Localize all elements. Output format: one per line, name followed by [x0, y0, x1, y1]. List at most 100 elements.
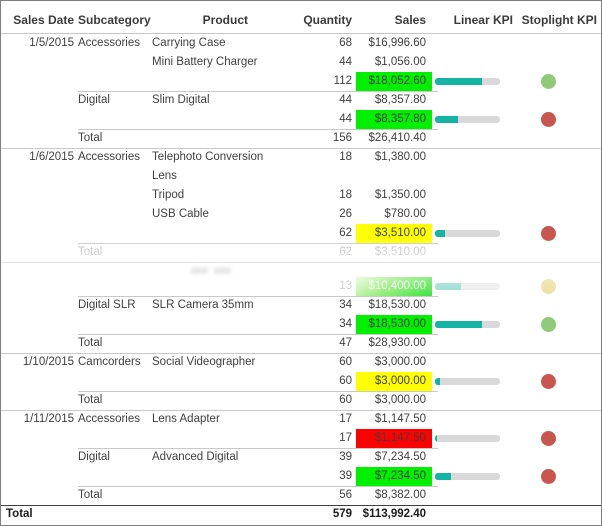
cell-subcategory: Accessories [78, 413, 140, 425]
col-header-linear-kpi: Linear KPI [453, 13, 513, 27]
cell-quantity: 18 [339, 189, 352, 201]
cell-quantity: 39 [339, 470, 352, 482]
cell-sales: $3,510.00 [374, 246, 426, 258]
stoplight-kpi-red-indicator [541, 112, 556, 127]
cell-subcategory: Accessories [78, 151, 140, 163]
col-header-product: Product [202, 13, 248, 27]
cell-sales: $1,056.00 [374, 56, 426, 68]
cell-quantity: 156 [332, 132, 352, 144]
cell-sales: $28,930.00 [368, 337, 426, 349]
cell-sales: $26,410.40 [368, 132, 426, 144]
cell-quantity: 17 [339, 432, 352, 444]
table-row: 13 $10,400.00 [1, 277, 601, 296]
stoplight-kpi-red-indicator [541, 431, 556, 446]
cell-quantity: 39 [339, 451, 352, 463]
cell-sales-kpi: $7,234.50 [356, 467, 432, 486]
table-row: 39 $7,234.50 [1, 467, 601, 486]
grand-total-label: Total [6, 508, 33, 520]
cell-subcategory: Digital [78, 94, 110, 106]
linear-kpi-fill [435, 473, 452, 480]
table-row [1, 262, 601, 277]
stoplight-kpi-green-indicator [541, 317, 556, 332]
cell-subcategory: Total [78, 132, 103, 144]
cell-quantity: 62 [339, 246, 352, 258]
table-row: Digital Slim Digital 44 $8,357.80 [1, 91, 601, 110]
linear-kpi-bar [435, 435, 500, 442]
cell-subcategory: Total [78, 337, 103, 349]
row-divider [78, 334, 438, 335]
row-divider [1, 353, 601, 354]
cell-sales: $113,992.40 [362, 508, 426, 520]
table-row: 1/10/2015 Camcorders Social Videographer 60… [1, 353, 601, 372]
linear-kpi-fill [435, 378, 440, 385]
cell-subcategory: Digital SLR [78, 299, 136, 311]
table-row: 34 $18,530.00 [1, 315, 601, 334]
header-divider [1, 33, 601, 34]
cell-sales-kpi: $18,052.60 [356, 72, 432, 91]
cell-sales: $16,996.60 [368, 37, 426, 49]
cell-sales-date: 1/11/2015 [23, 413, 74, 425]
col-header-quantity: Quantity [303, 13, 352, 27]
table-header-row: Sales Date Subcategory Product Quantity … [1, 1, 601, 34]
cell-quantity: 34 [339, 318, 352, 330]
table-row: Tripod 18 $1,350.00 [1, 186, 601, 205]
cell-product: USB Cable [152, 208, 209, 220]
cell-quantity: 68 [339, 37, 352, 49]
row-divider [78, 486, 438, 487]
linear-kpi-fill [435, 321, 483, 328]
stoplight-kpi-red-indicator [541, 374, 556, 389]
cell-quantity: 13 [339, 280, 352, 292]
linear-kpi-fill [435, 230, 446, 237]
cell-sales-date: 1/10/2015 [22, 356, 74, 368]
stoplight-kpi-green-indicator [541, 74, 556, 89]
stoplight-kpi-yellow-indicator [541, 279, 556, 294]
linear-kpi-bar [435, 473, 500, 480]
cell-sales: $18,530.00 [368, 299, 426, 311]
table-row: Total 579 $113,992.40 [1, 505, 601, 524]
cell-subcategory: Camcorders [78, 356, 141, 368]
cell-sales: $3,000.00 [374, 356, 426, 368]
table-row: 62 $3,510.00 [1, 224, 601, 243]
cell-quantity: 18 [339, 151, 352, 163]
col-header-sales: Sales [394, 13, 426, 27]
linear-kpi-fill [435, 116, 458, 123]
table-rows: 1/5/2015 Accessories Carrying Case 68 $16,99… [1, 34, 601, 524]
row-divider [78, 391, 438, 392]
row-divider [78, 91, 438, 92]
cell-sales-kpi: $3,000.00 [356, 372, 432, 391]
cell-quantity: 56 [339, 489, 352, 501]
linear-kpi-fill [435, 283, 461, 290]
cell-sales: $8,357.80 [374, 94, 426, 106]
cell-product: Tripod [152, 189, 185, 201]
cell-quantity: 60 [339, 356, 352, 368]
table-row: 1/5/2015 Accessories Carrying Case 68 $16,99… [1, 34, 601, 53]
cell-sales-kpi: $8,357.80 [356, 110, 432, 129]
cell-quantity: 47 [339, 337, 352, 349]
table-row: Digital SLR SLR Camera 35mm 34 $18,530.00 [1, 296, 601, 315]
row-divider [78, 129, 438, 130]
cell-subcategory: Total [78, 246, 103, 258]
linear-kpi-fill [435, 78, 482, 85]
table-row: 1/6/2015 Accessories Telephoto Conversion L… [1, 148, 601, 186]
linear-kpi-bar [435, 378, 500, 385]
stoplight-kpi-red-indicator [541, 469, 556, 484]
cell-subcategory: Accessories [78, 37, 140, 49]
linear-kpi-fill [435, 435, 438, 442]
row-divider [78, 448, 438, 449]
cell-sales-date: 1/6/2015 [29, 151, 74, 163]
blur-artifact [191, 267, 231, 274]
cell-sales: $1,147.50 [374, 413, 426, 425]
table-row: Total 156 $26,410.40 [1, 129, 601, 148]
table-row: Total 47 $28,930.00 [1, 334, 601, 353]
cell-subcategory: Total [78, 489, 103, 501]
cell-quantity: 112 [333, 75, 352, 87]
linear-kpi-bar [435, 78, 500, 85]
cell-quantity: 34 [339, 299, 352, 311]
cell-sales: $780.00 [384, 208, 426, 220]
table-row: Total 62 $3,510.00 [1, 243, 601, 262]
cell-product: Advanced Digital [152, 451, 239, 463]
cell-quantity: 579 [332, 508, 352, 520]
cell-sales-kpi: $1,147.50 [356, 429, 432, 448]
linear-kpi-bar [435, 230, 500, 237]
